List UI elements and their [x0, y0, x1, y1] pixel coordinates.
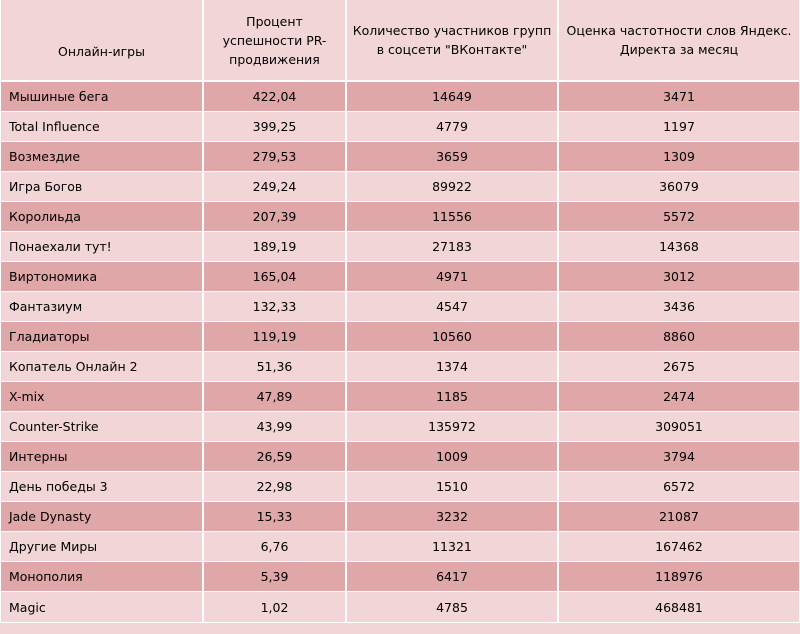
- cell-yandex-direct-frequency: 3012: [558, 262, 800, 292]
- cell-yandex-direct-frequency: 21087: [558, 502, 800, 532]
- cell-vk-group-members: 4547: [346, 292, 558, 322]
- cell-game-name: День победы 3: [0, 472, 203, 502]
- cell-vk-group-members: 1510: [346, 472, 558, 502]
- cell-game-name: Magic: [0, 592, 203, 623]
- table-row: Counter-Strike 43,99 135972 309051: [0, 412, 800, 442]
- cell-vk-group-members: 10560: [346, 322, 558, 352]
- cell-game-name: Возмездие: [0, 142, 203, 172]
- table-row: Копатель Онлайн 2 51,36 1374 2675: [0, 352, 800, 382]
- table-row: Королиьда 207,39 11556 5572: [0, 202, 800, 232]
- cell-yandex-direct-frequency: 3471: [558, 82, 800, 112]
- cell-game-name: Понаехали тут!: [0, 232, 203, 262]
- cell-game-name: Counter-Strike: [0, 412, 203, 442]
- cell-game-name: Гладиаторы: [0, 322, 203, 352]
- cell-yandex-direct-frequency: 2474: [558, 382, 800, 412]
- cell-vk-group-members: 14649: [346, 82, 558, 112]
- cell-game-name: X-mix: [0, 382, 203, 412]
- cell-yandex-direct-frequency: 6572: [558, 472, 800, 502]
- cell-pr-success-percent: 279,53: [203, 142, 346, 172]
- table-row: Total Influence 399,25 4779 1197: [0, 112, 800, 142]
- cell-pr-success-percent: 132,33: [203, 292, 346, 322]
- cell-vk-group-members: 1009: [346, 442, 558, 472]
- cell-pr-success-percent: 249,24: [203, 172, 346, 202]
- cell-yandex-direct-frequency: 1197: [558, 112, 800, 142]
- cell-yandex-direct-frequency: 3436: [558, 292, 800, 322]
- cell-vk-group-members: 89922: [346, 172, 558, 202]
- cell-vk-group-members: 4785: [346, 592, 558, 623]
- cell-yandex-direct-frequency: 36079: [558, 172, 800, 202]
- cell-game-name: Игра Богов: [0, 172, 203, 202]
- table-row: Интерны 26,59 1009 3794: [0, 442, 800, 472]
- cell-pr-success-percent: 6,76: [203, 532, 346, 562]
- cell-vk-group-members: 6417: [346, 562, 558, 592]
- cell-pr-success-percent: 422,04: [203, 82, 346, 112]
- header-row: Онлайн-игры Процент успешности PR-продви…: [0, 0, 800, 82]
- cell-vk-group-members: 4971: [346, 262, 558, 292]
- cell-pr-success-percent: 119,19: [203, 322, 346, 352]
- cell-game-name: Total Influence: [0, 112, 203, 142]
- cell-vk-group-members: 11321: [346, 532, 558, 562]
- table-body: Мышиные бега 422,04 14649 3471 Total Influen…: [0, 82, 800, 623]
- table-header: Онлайн-игры Процент успешности PR-продви…: [0, 0, 800, 82]
- cell-pr-success-percent: 26,59: [203, 442, 346, 472]
- cell-yandex-direct-frequency: 468481: [558, 592, 800, 623]
- cell-pr-success-percent: 47,89: [203, 382, 346, 412]
- cell-game-name: Виртономика: [0, 262, 203, 292]
- cell-game-name: Монополия: [0, 562, 203, 592]
- header-pr-success-percent: Процент успешности PR-продвижения: [203, 0, 346, 82]
- table-row: X-mix 47,89 1185 2474: [0, 382, 800, 412]
- cell-yandex-direct-frequency: 14368: [558, 232, 800, 262]
- cell-pr-success-percent: 43,99: [203, 412, 346, 442]
- cell-yandex-direct-frequency: 3794: [558, 442, 800, 472]
- cell-pr-success-percent: 399,25: [203, 112, 346, 142]
- table-row: Монополия 5,39 6417 118976: [0, 562, 800, 592]
- header-online-games: Онлайн-игры: [0, 0, 203, 82]
- cell-vk-group-members: 1185: [346, 382, 558, 412]
- cell-yandex-direct-frequency: 5572: [558, 202, 800, 232]
- cell-pr-success-percent: 207,39: [203, 202, 346, 232]
- cell-yandex-direct-frequency: 8860: [558, 322, 800, 352]
- cell-pr-success-percent: 1,02: [203, 592, 346, 623]
- table-row: Фантазиум 132,33 4547 3436: [0, 292, 800, 322]
- cell-game-name: Другие Миры: [0, 532, 203, 562]
- cell-pr-success-percent: 22,98: [203, 472, 346, 502]
- table-row: Мышиные бега 422,04 14649 3471: [0, 82, 800, 112]
- cell-yandex-direct-frequency: 1309: [558, 142, 800, 172]
- cell-pr-success-percent: 5,39: [203, 562, 346, 592]
- cell-game-name: Jade Dynasty: [0, 502, 203, 532]
- header-yandex-direct-frequency: Оценка частотности слов Яндекс. Директа …: [558, 0, 800, 82]
- table-row: Гладиаторы 119,19 10560 8860: [0, 322, 800, 352]
- table-row: Понаехали тут! 189,19 27183 14368: [0, 232, 800, 262]
- cell-game-name: Копатель Онлайн 2: [0, 352, 203, 382]
- cell-vk-group-members: 3659: [346, 142, 558, 172]
- cell-vk-group-members: 4779: [346, 112, 558, 142]
- cell-yandex-direct-frequency: 309051: [558, 412, 800, 442]
- table-row: Виртономика 165,04 4971 3012: [0, 262, 800, 292]
- cell-game-name: Королиьда: [0, 202, 203, 232]
- cell-vk-group-members: 27183: [346, 232, 558, 262]
- table-row: Jade Dynasty 15,33 3232 21087: [0, 502, 800, 532]
- cell-game-name: Интерны: [0, 442, 203, 472]
- cell-pr-success-percent: 189,19: [203, 232, 346, 262]
- header-vk-group-members: Количество участников групп в соцсети "В…: [346, 0, 558, 82]
- cell-game-name: Мышиные бега: [0, 82, 203, 112]
- table-row: День победы 3 22,98 1510 6572: [0, 472, 800, 502]
- cell-pr-success-percent: 165,04: [203, 262, 346, 292]
- cell-yandex-direct-frequency: 2675: [558, 352, 800, 382]
- cell-vk-group-members: 11556: [346, 202, 558, 232]
- cell-vk-group-members: 3232: [346, 502, 558, 532]
- cell-vk-group-members: 135972: [346, 412, 558, 442]
- table-row: Другие Миры 6,76 11321 167462: [0, 532, 800, 562]
- cell-pr-success-percent: 15,33: [203, 502, 346, 532]
- table-row: Magic 1,02 4785 468481: [0, 592, 800, 623]
- cell-game-name: Фантазиум: [0, 292, 203, 322]
- cell-vk-group-members: 1374: [346, 352, 558, 382]
- table-row: Возмездие 279,53 3659 1309: [0, 142, 800, 172]
- cell-yandex-direct-frequency: 167462: [558, 532, 800, 562]
- cell-pr-success-percent: 51,36: [203, 352, 346, 382]
- table-row: Игра Богов 249,24 89922 36079: [0, 172, 800, 202]
- cell-yandex-direct-frequency: 118976: [558, 562, 800, 592]
